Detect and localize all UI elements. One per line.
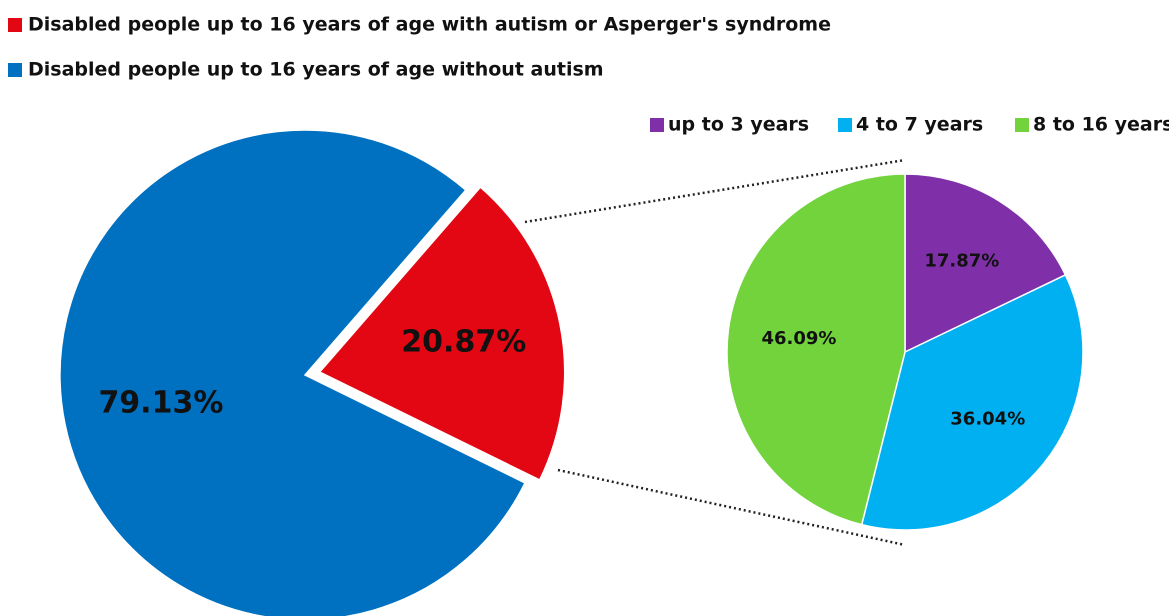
legend-label: 8 to 16 years [1033, 114, 1169, 136]
pie-slice [59, 129, 526, 616]
legend-label: Disabled people up to 16 years of age wi… [28, 59, 604, 81]
data-label: 79.13% [98, 386, 223, 421]
legend-swatch [8, 18, 22, 32]
legend-label: up to 3 years [668, 114, 809, 136]
data-label: 17.87% [924, 251, 999, 272]
data-label: 46.09% [762, 328, 837, 349]
pie-slice [860, 273, 1084, 531]
legend-label: Disabled people up to 16 years of age wi… [28, 14, 831, 36]
legend-swatch [8, 63, 22, 77]
data-label: 36.04% [950, 409, 1025, 430]
pie-slice [318, 186, 566, 481]
legend-swatch [1015, 118, 1029, 132]
connector-line [557, 468, 906, 547]
legend-swatch [650, 118, 664, 132]
legend-swatch [838, 118, 852, 132]
pie-slice [904, 173, 1067, 354]
pie-slice [726, 173, 906, 526]
legend-label: 4 to 7 years [856, 114, 983, 136]
connector-line [524, 158, 906, 224]
data-label: 20.87% [401, 324, 526, 359]
